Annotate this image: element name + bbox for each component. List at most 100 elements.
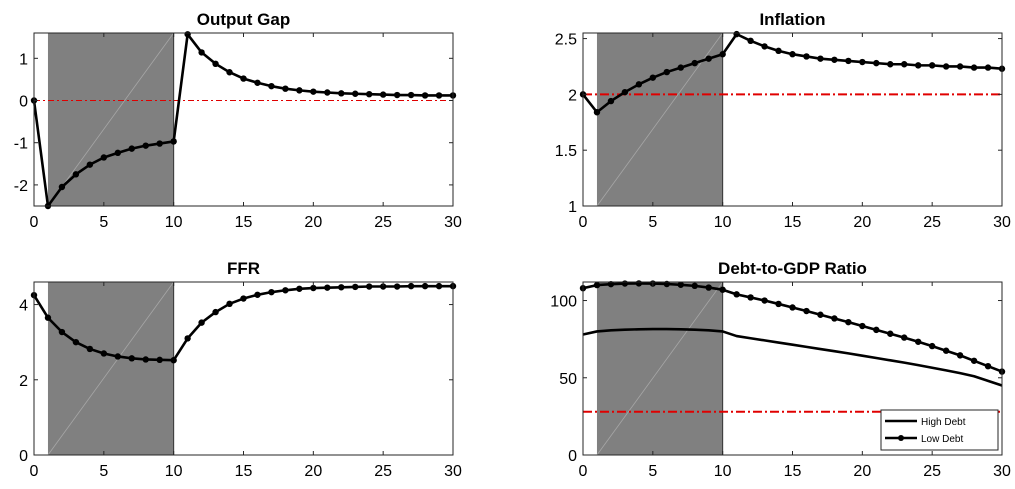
data-point bbox=[184, 31, 191, 38]
y-tick-label: 0 bbox=[19, 448, 28, 465]
shaded-diagonal bbox=[47, 281, 174, 456]
x-tick-label: 0 bbox=[30, 463, 39, 480]
data-point bbox=[212, 60, 219, 68]
data-point bbox=[873, 59, 880, 67]
data-point bbox=[58, 183, 66, 191]
data-point bbox=[128, 145, 135, 152]
data-point bbox=[621, 88, 629, 96]
data-point bbox=[282, 85, 289, 92]
y-tick-label: 2.5 bbox=[555, 32, 577, 49]
data-point bbox=[593, 109, 601, 116]
data-point bbox=[984, 362, 992, 370]
x-tick-label: 10 bbox=[714, 463, 732, 480]
y-tick-label: 1.5 bbox=[555, 143, 577, 160]
x-tick-label: 30 bbox=[444, 463, 462, 480]
data-point bbox=[705, 55, 712, 62]
data-point bbox=[352, 90, 359, 97]
data-point bbox=[873, 326, 880, 334]
data-point bbox=[803, 307, 810, 315]
data-point bbox=[240, 295, 247, 302]
legend-marker bbox=[898, 435, 904, 441]
data-point bbox=[691, 59, 698, 67]
data-point bbox=[100, 154, 108, 161]
panel-title: Debt-to-GDP Ratio bbox=[718, 259, 867, 278]
data-point bbox=[970, 357, 978, 364]
data-point bbox=[44, 314, 52, 321]
x-tick-label: 5 bbox=[648, 463, 657, 480]
data-point bbox=[593, 281, 601, 289]
data-point bbox=[942, 63, 950, 70]
data-point bbox=[635, 280, 643, 287]
data-point bbox=[421, 92, 429, 99]
y-tick-label: 2 bbox=[19, 373, 28, 390]
y-tick-label: 100 bbox=[550, 294, 577, 311]
data-point bbox=[338, 90, 345, 97]
data-point bbox=[282, 287, 289, 294]
data-point bbox=[747, 37, 754, 45]
data-point bbox=[212, 308, 219, 316]
x-tick-label: 25 bbox=[923, 463, 941, 480]
data-point bbox=[352, 283, 359, 291]
data-point bbox=[254, 291, 261, 298]
x-tick-label: 10 bbox=[165, 463, 183, 480]
panel-2: 0 5 10 15 20 25 30 1 1.5 2 2.5 Inflation bbox=[555, 10, 1011, 231]
data-point bbox=[170, 138, 177, 145]
data-point bbox=[761, 297, 768, 304]
data-point bbox=[621, 280, 629, 287]
data-point bbox=[761, 43, 768, 50]
data-point bbox=[803, 53, 810, 60]
legend-box bbox=[880, 409, 999, 451]
data-point bbox=[198, 49, 205, 56]
data-point bbox=[887, 61, 894, 68]
data-point bbox=[789, 51, 796, 58]
data-point bbox=[915, 62, 922, 69]
data-point bbox=[663, 68, 670, 76]
data-point bbox=[719, 51, 726, 58]
x-tick-label: 5 bbox=[648, 214, 657, 231]
data-point bbox=[240, 75, 247, 82]
data-point bbox=[226, 69, 233, 76]
data-point bbox=[956, 352, 964, 359]
data-point bbox=[775, 47, 782, 55]
data-point bbox=[72, 171, 80, 178]
data-point bbox=[435, 282, 443, 290]
data-point bbox=[928, 62, 936, 69]
panel-title: Output Gap bbox=[197, 10, 290, 29]
legend: High Debt Low Debt bbox=[880, 409, 999, 451]
data-point bbox=[915, 338, 922, 345]
panel-1: 0 5 10 15 20 25 30 -2 -1 0 1 Output Gap bbox=[14, 10, 462, 231]
data-point bbox=[649, 74, 657, 81]
data-point bbox=[324, 89, 331, 96]
x-tick-label: 10 bbox=[165, 214, 183, 231]
data-point bbox=[817, 311, 824, 318]
data-point bbox=[156, 356, 163, 364]
data-point bbox=[310, 88, 317, 95]
data-point bbox=[970, 64, 978, 71]
data-point bbox=[100, 350, 108, 357]
data-point bbox=[719, 286, 726, 293]
data-point bbox=[407, 282, 415, 290]
data-point bbox=[901, 61, 908, 68]
data-point bbox=[296, 285, 303, 292]
y-tick-label: 1 bbox=[19, 51, 28, 68]
data-point bbox=[268, 288, 275, 296]
x-tick-label: 15 bbox=[235, 463, 253, 480]
x-tick-label: 10 bbox=[714, 214, 732, 231]
data-point bbox=[58, 328, 66, 336]
data-point bbox=[607, 280, 615, 288]
data-point bbox=[254, 79, 261, 86]
series-line-high-debt bbox=[582, 327, 1003, 387]
data-point bbox=[184, 335, 191, 342]
x-tick-label: 30 bbox=[444, 214, 462, 231]
x-tick-label: 30 bbox=[993, 214, 1011, 231]
data-point bbox=[845, 318, 852, 326]
data-point bbox=[170, 357, 177, 364]
data-point bbox=[928, 342, 936, 350]
data-point bbox=[128, 355, 135, 362]
x-tick-label: 20 bbox=[853, 463, 871, 480]
data-point bbox=[677, 281, 684, 288]
data-point bbox=[705, 284, 712, 291]
y-tick-label: 0 bbox=[19, 94, 28, 111]
shaded-diagonal bbox=[596, 281, 723, 456]
legend-label: High Debt bbox=[921, 417, 966, 428]
